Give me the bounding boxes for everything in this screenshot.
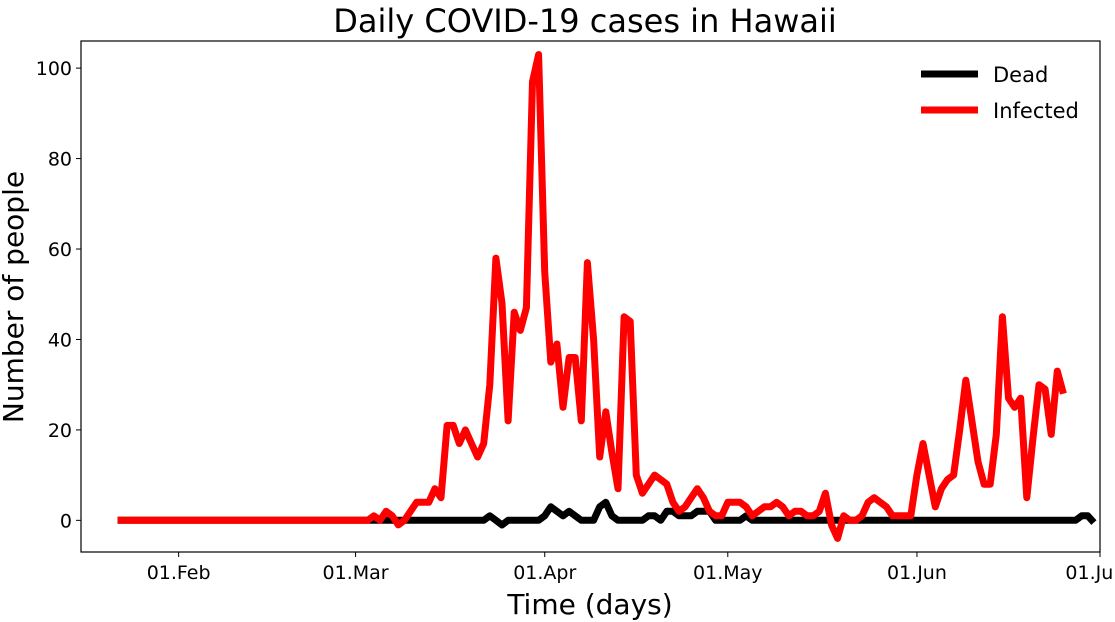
y-tick-label: 80 [48, 149, 72, 171]
series-line-infected [117, 51, 1067, 542]
y-tick-label: 100 [36, 58, 72, 80]
y-tick-label: 20 [48, 420, 72, 442]
y-tick-label: 0 [60, 510, 72, 532]
x-tick-label: 01.May [693, 562, 763, 584]
legend-label: Dead [993, 63, 1048, 87]
y-axis-ticks: 0 20 40 60 80 100 [36, 58, 81, 532]
chart-title: Daily COVID-19 cases in Hawaii [333, 2, 837, 40]
y-tick-label: 60 [48, 239, 72, 261]
x-tick-label: 01.Apr [513, 562, 576, 584]
x-tick-label: 01.Jun [887, 562, 947, 584]
x-axis-title: Time (days) [506, 588, 672, 621]
x-tick-label: 01.Feb [147, 562, 211, 584]
x-tick-label: 01.Mar [323, 562, 389, 584]
legend: Dead Infected [921, 63, 1079, 123]
plot-area-frame [80, 40, 1101, 553]
legend-label: Infected [993, 99, 1079, 123]
y-axis-title: Number of people [0, 171, 30, 423]
series-layer [117, 51, 1097, 542]
x-axis-ticks: 01.Feb 01.Mar 01.Apr 01.May 01.Jun 01.Jul [147, 552, 1115, 584]
x-tick-label: 01.Jul [1065, 562, 1115, 584]
y-tick-label: 40 [48, 329, 72, 351]
